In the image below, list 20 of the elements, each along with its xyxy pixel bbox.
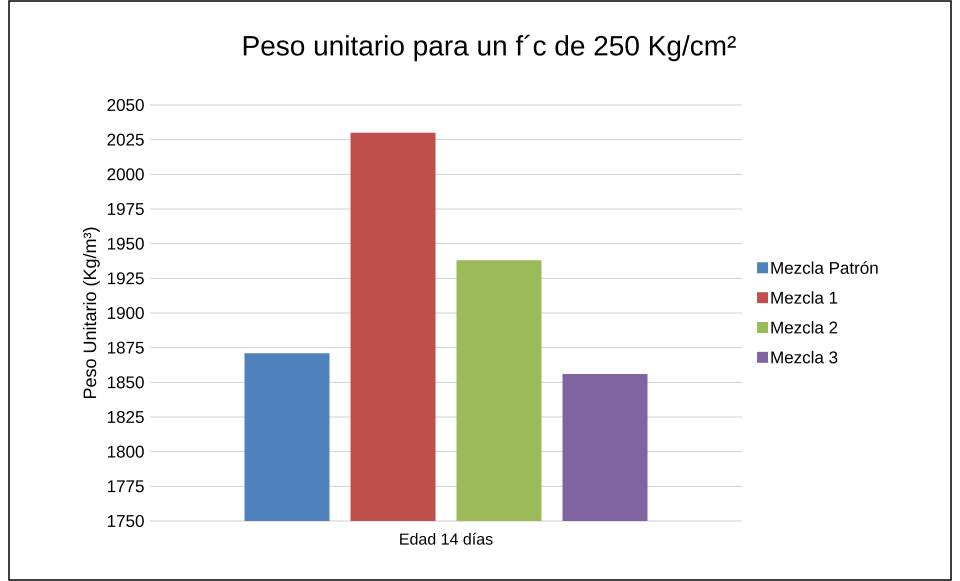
y-tick-label: 1975: [108, 202, 144, 216]
y-tick-label: 1750: [108, 514, 144, 528]
legend-label: Mezcla 3: [771, 350, 838, 364]
y-tick-label: 2050: [108, 98, 144, 112]
legend-label: Mezcla 1: [771, 291, 838, 304]
y-tick-label: 1800: [108, 446, 144, 458]
y-tick-label: 1775: [108, 480, 144, 492]
y-tick-label: 1950: [108, 238, 144, 250]
legend-label: Mezcla 2: [771, 321, 838, 334]
y-tick-label: 1825: [108, 410, 144, 424]
chart-title: Peso unitario para un f´c de 250 Kg/cm²: [244, 34, 736, 62]
y-tick-label: 1900: [108, 306, 144, 320]
y-axis-title: Peso Unitario (Kg/m³): [83, 228, 100, 398]
y-tick-label: 2025: [108, 134, 144, 146]
x-tick-label: Edad 14 días: [400, 532, 493, 545]
y-tick-label: 1875: [108, 342, 144, 354]
y-tick-label: 1925: [108, 272, 144, 284]
y-tick-label: 2000: [108, 168, 144, 180]
y-tick-label: 1850: [108, 376, 144, 388]
legend-label: Mezcla Patrón: [771, 261, 878, 274]
